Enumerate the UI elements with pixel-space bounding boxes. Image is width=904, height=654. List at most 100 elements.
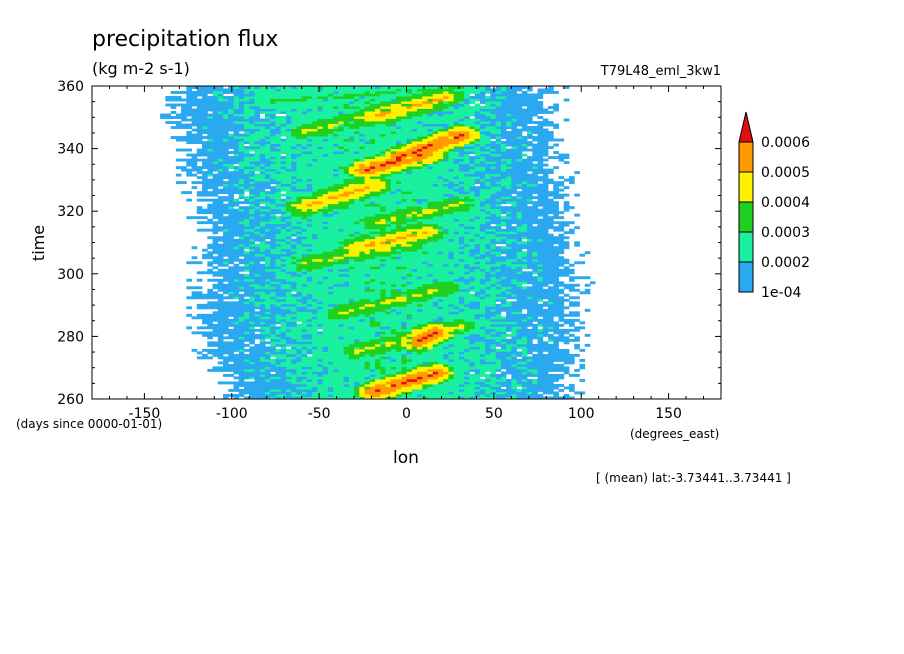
field-cell bbox=[432, 358, 439, 362]
field-cell bbox=[343, 373, 350, 377]
field-cell bbox=[396, 366, 402, 370]
field-cell bbox=[375, 211, 381, 215]
field-cell bbox=[306, 268, 313, 272]
field-cell bbox=[458, 226, 465, 230]
field-cell bbox=[485, 391, 491, 395]
field-cell bbox=[375, 226, 381, 230]
field-cell bbox=[385, 306, 392, 310]
field-cell bbox=[485, 273, 491, 277]
field-cell bbox=[437, 281, 444, 285]
field-cell bbox=[380, 391, 386, 395]
field-cell bbox=[422, 373, 428, 377]
field-cell bbox=[458, 316, 465, 320]
field-cell bbox=[495, 266, 502, 270]
field-cell bbox=[485, 218, 491, 222]
field-cell bbox=[490, 323, 497, 327]
field-cell bbox=[469, 251, 476, 255]
field-cell bbox=[527, 243, 533, 247]
field-cell bbox=[474, 246, 481, 250]
field-cell bbox=[563, 221, 570, 225]
field-cell bbox=[322, 261, 329, 265]
field-cell bbox=[548, 313, 554, 317]
field-cell bbox=[548, 326, 554, 330]
field-cell bbox=[280, 291, 287, 295]
field-cell bbox=[474, 351, 481, 355]
field-cell bbox=[553, 228, 559, 232]
field-cell bbox=[348, 393, 355, 397]
field-cell bbox=[558, 271, 565, 275]
field-cell bbox=[312, 326, 318, 330]
field-cell bbox=[343, 351, 350, 355]
field-cell bbox=[495, 286, 502, 290]
field-cell bbox=[375, 313, 381, 317]
field-cell bbox=[364, 348, 371, 352]
field-cell bbox=[264, 263, 271, 267]
field-cell bbox=[212, 241, 219, 245]
field-cell bbox=[380, 288, 386, 292]
field-cell bbox=[443, 323, 449, 327]
field-cell bbox=[474, 298, 481, 302]
field-cell bbox=[238, 336, 245, 340]
field-cell bbox=[521, 328, 528, 332]
field-cell bbox=[511, 351, 517, 355]
field-cell bbox=[264, 316, 271, 320]
field-cell bbox=[427, 378, 434, 382]
field-cell bbox=[223, 276, 229, 280]
field-cell bbox=[207, 251, 213, 255]
field-cell bbox=[369, 388, 376, 392]
field-cell bbox=[223, 261, 229, 265]
field-cell bbox=[364, 391, 371, 395]
field-cell bbox=[411, 293, 418, 297]
field-cell bbox=[254, 228, 261, 232]
field-cell bbox=[479, 328, 486, 332]
field-cell bbox=[380, 396, 386, 399]
field-cell bbox=[306, 228, 313, 232]
field-cell bbox=[500, 268, 507, 272]
field-cell bbox=[244, 353, 250, 357]
field-cell bbox=[296, 383, 303, 387]
field-cell bbox=[527, 396, 533, 399]
field-cell bbox=[238, 211, 245, 215]
field-cell bbox=[416, 223, 423, 227]
field-cell bbox=[511, 318, 517, 322]
field-cell bbox=[432, 251, 439, 255]
field-cell bbox=[217, 346, 224, 350]
field-cell bbox=[348, 378, 355, 382]
field-cell bbox=[270, 211, 276, 215]
field-cell bbox=[270, 286, 276, 290]
field-cell bbox=[228, 328, 234, 332]
field-cell bbox=[490, 286, 497, 290]
field-cell bbox=[542, 303, 549, 307]
field-cell bbox=[469, 301, 476, 305]
field-cell bbox=[542, 213, 549, 217]
field-cell bbox=[479, 388, 486, 392]
field-cell bbox=[500, 251, 507, 255]
field-cell bbox=[464, 351, 470, 355]
field-cell bbox=[348, 396, 355, 399]
field-cell bbox=[238, 218, 245, 222]
field-cell bbox=[264, 366, 271, 370]
field-cell bbox=[317, 341, 324, 345]
field-cell bbox=[437, 346, 444, 350]
field-cell bbox=[548, 238, 554, 242]
field-cell bbox=[280, 256, 287, 260]
field-cell bbox=[333, 343, 339, 347]
field-cell bbox=[458, 266, 465, 270]
field-cell bbox=[443, 281, 449, 285]
field-cell bbox=[443, 386, 449, 390]
field-cell bbox=[563, 328, 570, 332]
field-cell bbox=[453, 316, 460, 320]
field-cell bbox=[364, 338, 371, 342]
field-cell bbox=[437, 393, 444, 397]
field-cell bbox=[238, 328, 245, 332]
field-cell bbox=[542, 243, 549, 247]
field-cell bbox=[217, 296, 224, 300]
field-cell bbox=[196, 261, 203, 265]
field-cell bbox=[411, 216, 418, 220]
field-cell bbox=[411, 388, 418, 392]
field-cell bbox=[270, 236, 276, 240]
field-cell bbox=[474, 326, 481, 330]
field-cell bbox=[521, 331, 528, 335]
field-cell bbox=[390, 236, 397, 240]
field-cell bbox=[244, 236, 250, 240]
